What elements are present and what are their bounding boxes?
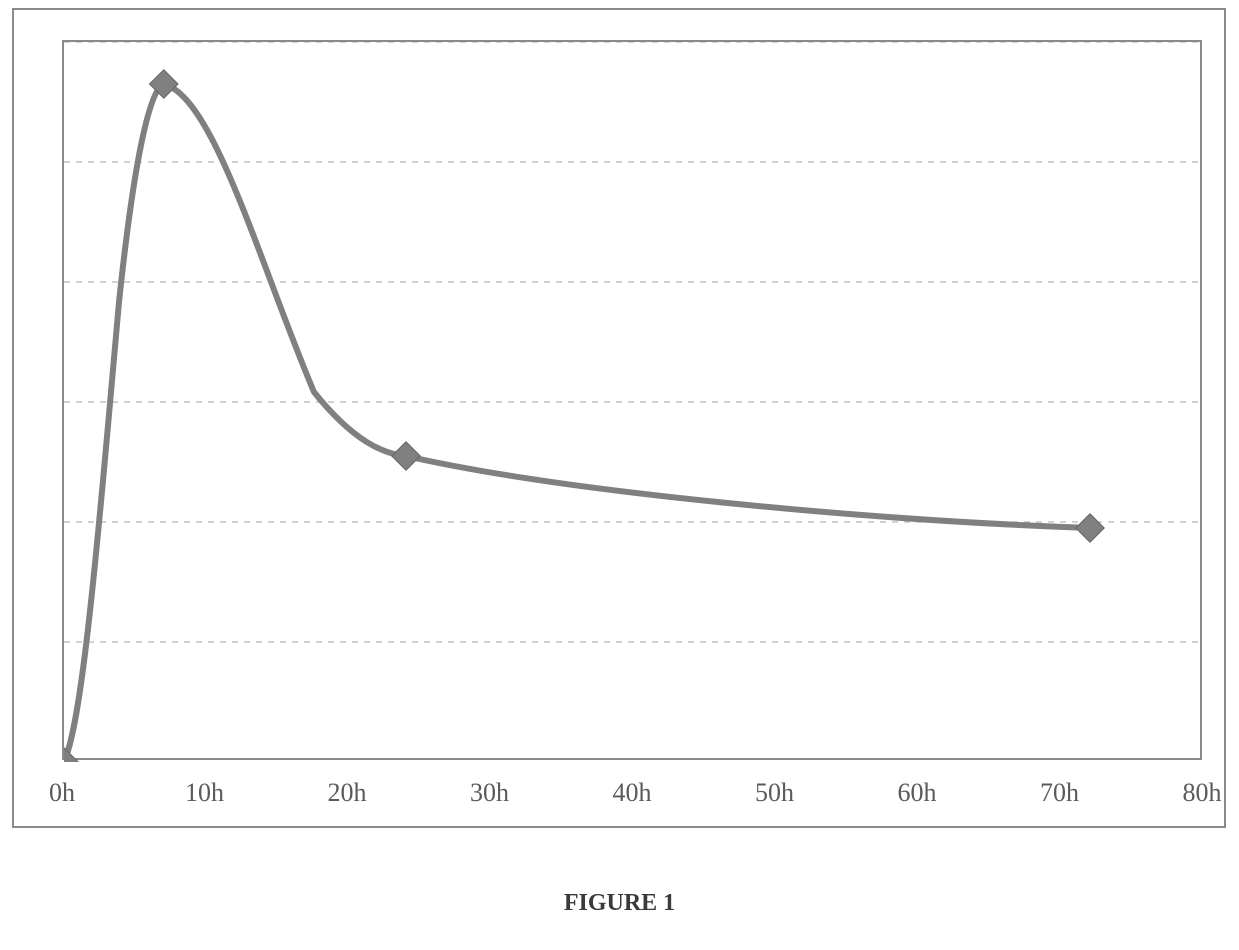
series-line <box>64 84 1090 762</box>
x-axis-tick-label: 50h <box>755 778 794 808</box>
series-marker <box>150 70 178 98</box>
x-axis-tick-label: 20h <box>328 778 367 808</box>
series-marker <box>64 748 78 762</box>
x-axis-tick-label: 40h <box>613 778 652 808</box>
x-axis-tick-label: 30h <box>470 778 509 808</box>
figure-caption: FIGURE 1 <box>564 890 675 917</box>
x-axis-tick-label: 80h <box>1183 778 1222 808</box>
x-axis-tick-label: 70h <box>1040 778 1079 808</box>
figure-container: { "figure": { "caption": "FIGURE 1", "ca… <box>0 0 1239 950</box>
x-axis-tick-label: 10h <box>185 778 224 808</box>
series-marker <box>1076 514 1104 542</box>
chart-svg <box>64 42 1204 762</box>
plot-area <box>62 40 1202 760</box>
series-marker <box>392 442 420 470</box>
x-axis-tick-label: 60h <box>898 778 937 808</box>
x-axis-tick-label: 0h <box>49 778 75 808</box>
